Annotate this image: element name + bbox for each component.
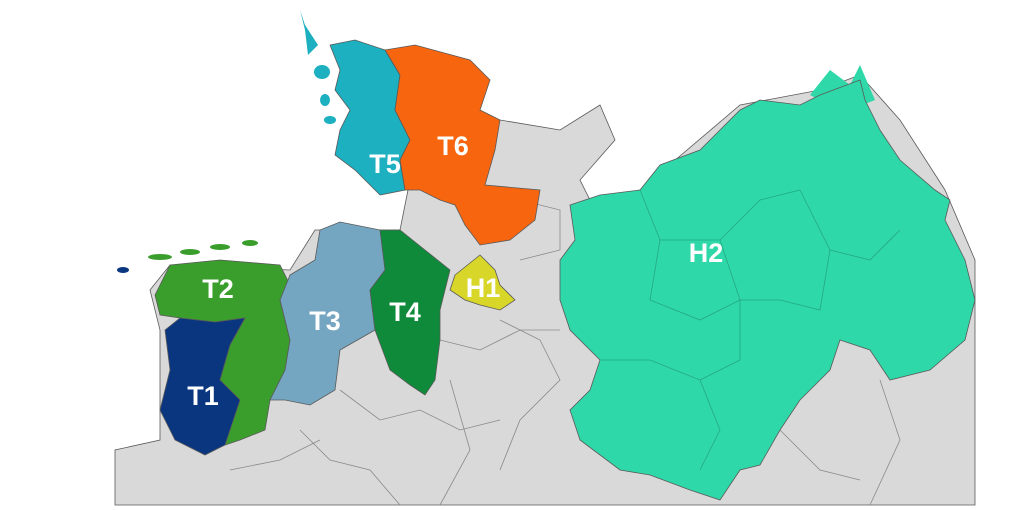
region-T6[interactable] bbox=[384, 44, 541, 246]
islands-north bbox=[300, 10, 336, 124]
label-T3: T3 bbox=[309, 306, 341, 336]
label-H1: H1 bbox=[466, 273, 501, 303]
region-T3[interactable] bbox=[269, 221, 401, 406]
district-borders bbox=[229, 199, 901, 506]
label-H2: H2 bbox=[689, 238, 724, 268]
label-T1: T1 bbox=[187, 381, 219, 411]
region-T4[interactable] bbox=[369, 229, 451, 396]
region-T1[interactable] bbox=[159, 317, 246, 456]
label-T2: T2 bbox=[202, 274, 234, 304]
label-T5: T5 bbox=[369, 149, 401, 179]
islands bbox=[117, 240, 258, 273]
label-T6: T6 bbox=[437, 131, 469, 161]
label-T4: T4 bbox=[389, 297, 421, 327]
region-H1[interactable] bbox=[449, 254, 516, 311]
region-H2[interactable] bbox=[559, 79, 976, 501]
H2-district-borders bbox=[600, 189, 901, 471]
